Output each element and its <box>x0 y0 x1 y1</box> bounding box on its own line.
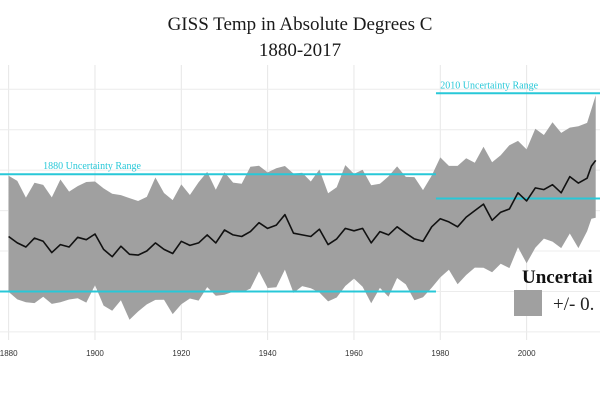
uncertainty-ranges: 1880 Uncertainty Range 2010 Uncertainty R… <box>0 80 600 293</box>
x-tick-label: 1980 <box>431 349 449 358</box>
x-tick-label: 1920 <box>172 349 190 358</box>
temperature-line <box>8 159 597 258</box>
x-axis-ticks: 1880 1900 1920 1940 1960 1980 2000 <box>0 349 536 358</box>
chart-subtitle: 1880-2017 <box>259 40 341 61</box>
range-label: 2010 Uncertainty Range <box>440 80 538 91</box>
legend-title: Uncertai <box>522 267 593 288</box>
x-tick-label: 1940 <box>259 349 277 358</box>
x-tick-label: 1960 <box>345 349 363 358</box>
uncertainty-band-area <box>8 95 596 320</box>
x-tick-label: 1900 <box>86 349 104 358</box>
legend: Uncertai +/- 0. <box>514 267 594 316</box>
legend-entry: +/- 0. <box>553 294 594 315</box>
x-tick-label: 1880 <box>0 349 18 358</box>
range-label: 1880 Uncertainty Range <box>43 161 141 172</box>
legend-swatch <box>514 290 542 316</box>
chart-title: GISS Temp in Absolute Degrees C <box>168 14 433 35</box>
x-tick-label: 2000 <box>518 349 536 358</box>
temperature-series <box>8 159 597 258</box>
uncertainty-band <box>8 95 596 320</box>
